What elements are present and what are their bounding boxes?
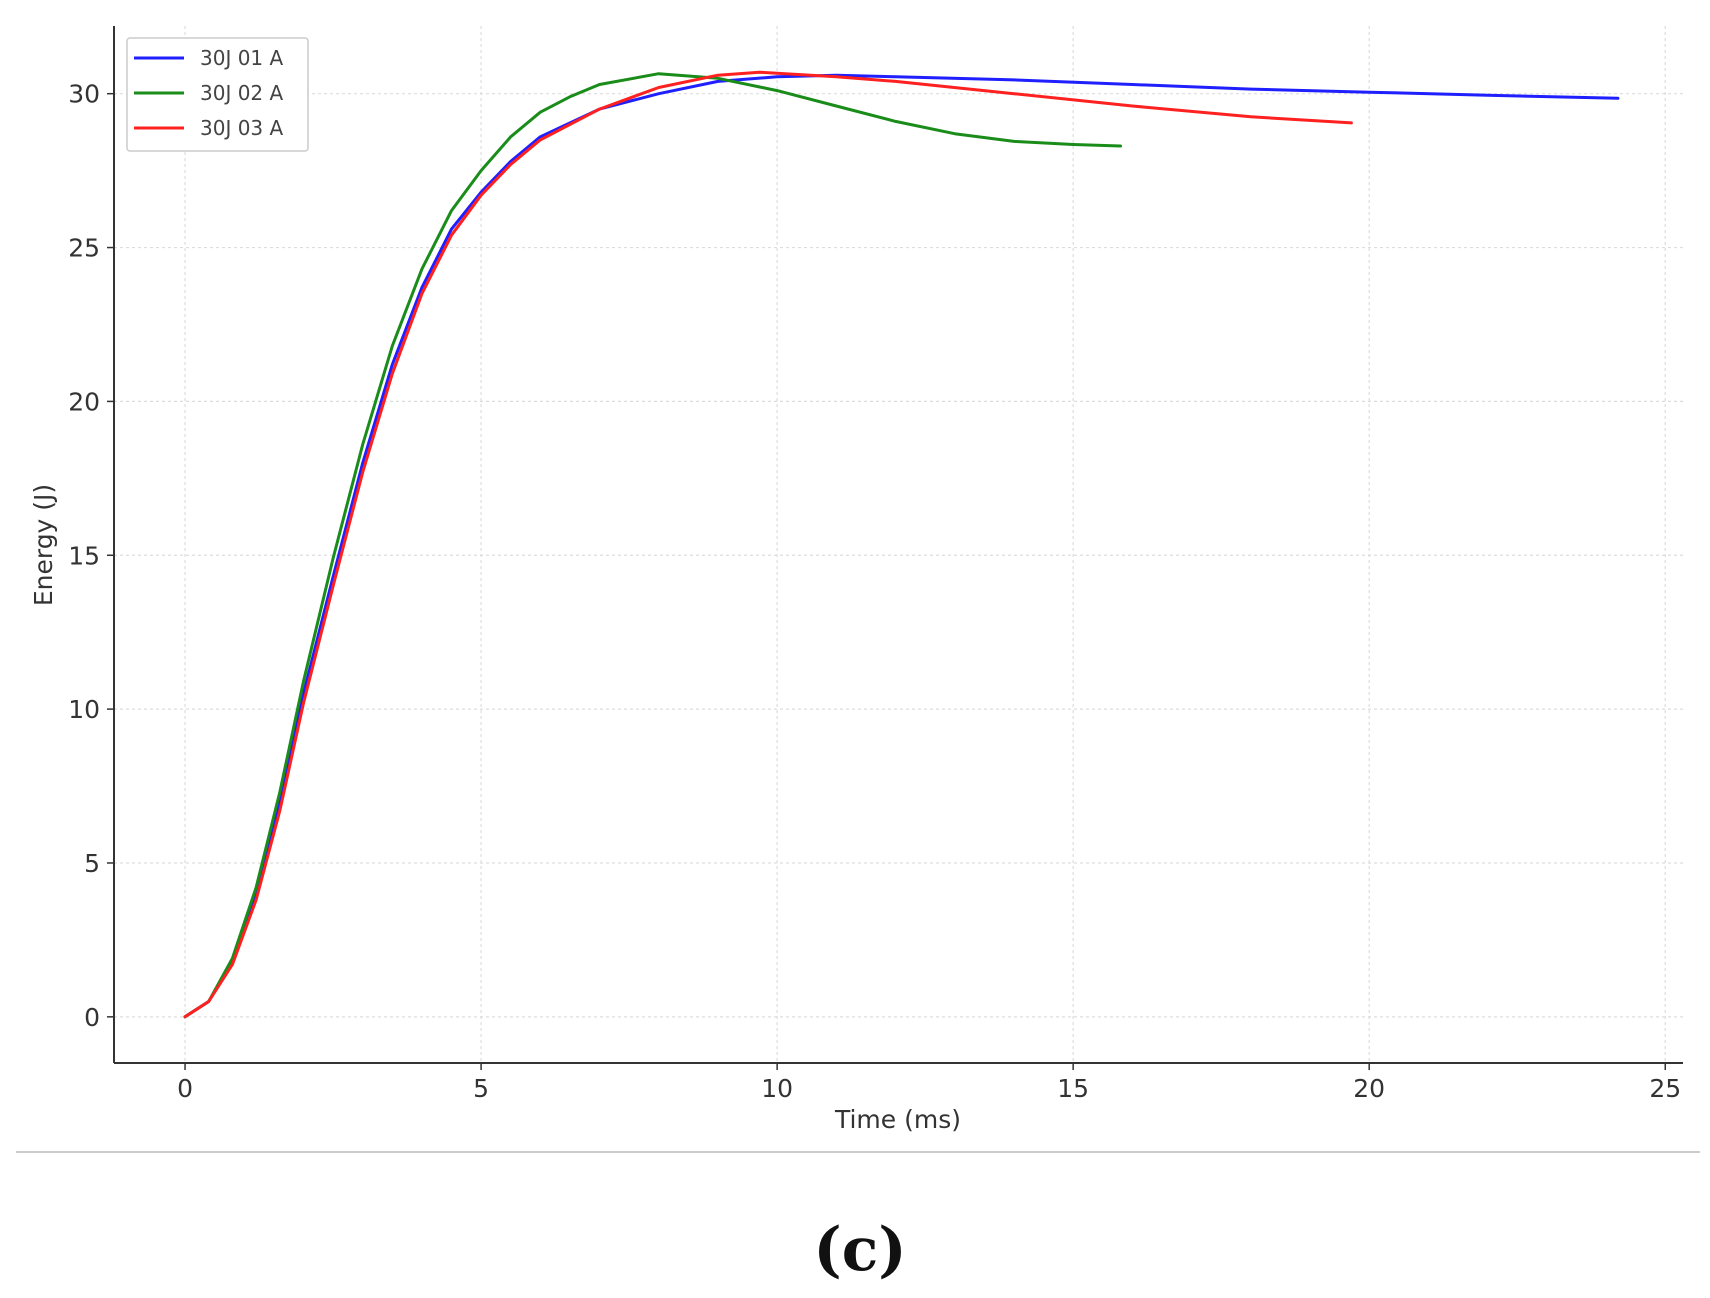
- legend-label-3: 30J 03 A: [200, 116, 284, 140]
- y-tick-label: 0: [84, 1003, 100, 1032]
- figure-caption: (c): [813, 1215, 906, 1285]
- tick-labels: 0 5 10 15 20 25 0 5 10 15 20 25 30: [68, 80, 1681, 1103]
- series-line-2: [183, 72, 1122, 1019]
- grid-lines: [114, 26, 1683, 1063]
- legend: 30J 01 A 30J 02 A 30J 03 A: [126, 37, 309, 152]
- series-line-1: [183, 73, 1620, 1019]
- y-tick-label: 20: [68, 387, 100, 416]
- x-tick-label: 25: [1649, 1074, 1681, 1103]
- y-tick-label: 25: [68, 234, 100, 263]
- x-tick-label: 0: [177, 1074, 193, 1103]
- series-lines: [183, 70, 1620, 1019]
- x-tick-label: 10: [761, 1074, 793, 1103]
- y-tick-label: 10: [68, 695, 100, 724]
- legend-label-2: 30J 02 A: [200, 81, 284, 105]
- y-tick-label: 15: [68, 541, 100, 570]
- x-tick-label: 20: [1353, 1074, 1385, 1103]
- series-line-3: [183, 70, 1353, 1019]
- y-tick-label: 30: [68, 80, 100, 109]
- x-axis-label: Time (ms): [834, 1105, 961, 1134]
- legend-box: [126, 37, 309, 152]
- x-tick-label: 15: [1057, 1074, 1089, 1103]
- y-axis-label: Energy (J): [29, 484, 58, 606]
- legend-label-1: 30J 01 A: [200, 46, 284, 70]
- y-tick-label: 5: [84, 849, 100, 878]
- x-tick-label: 5: [473, 1074, 489, 1103]
- axes: [113, 26, 1683, 1064]
